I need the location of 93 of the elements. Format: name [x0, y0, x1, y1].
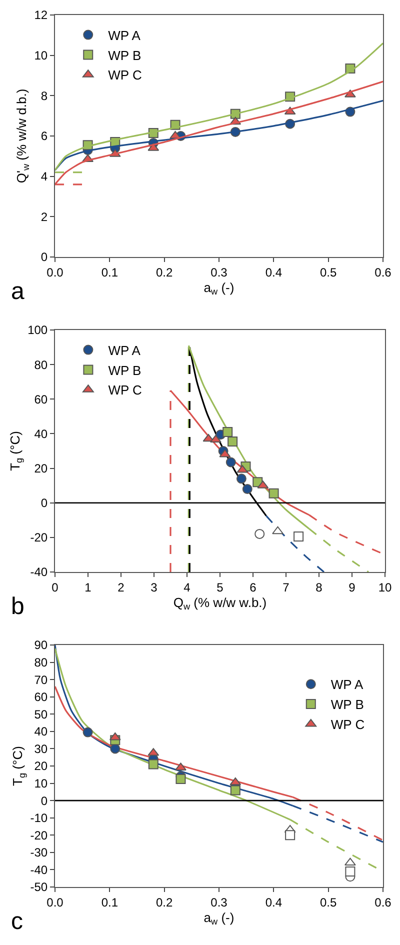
line-series [265, 515, 325, 572]
legend-label: WP B [330, 697, 364, 712]
legend-label: WP A [108, 342, 141, 358]
point [219, 449, 231, 458]
y-tick-label: 2 [40, 210, 48, 224]
point [148, 759, 158, 770]
point [109, 732, 121, 740]
legend-label: WP C [330, 717, 365, 732]
text: b [11, 593, 24, 620]
point [210, 434, 222, 443]
y-tick-label: 70 [34, 672, 48, 687]
x-tick-label: 4 [184, 580, 191, 594]
x-tick-label: 9 [348, 580, 356, 594]
y-tick-label: -40 [30, 862, 48, 877]
point [345, 866, 356, 876]
text: a [11, 278, 25, 305]
x-tick-label: 0.4 [265, 895, 282, 910]
x-tick-label: 0.1 [101, 895, 118, 910]
y-tick-label: 40 [34, 426, 48, 441]
legend-label: WP A [330, 677, 364, 692]
x-axis-title: a$_{w}$ (-) [204, 910, 234, 927]
y-tick-label: 40 [34, 724, 48, 739]
y-tick-label: 80 [34, 655, 48, 670]
y-tick-label: -30 [30, 846, 48, 860]
y-tick-label: -40 [30, 565, 48, 580]
x-tick-label: 0.6 [374, 265, 392, 280]
x-tick-label: 0 [52, 580, 59, 594]
point [110, 744, 120, 754]
x-tick-label: 0.2 [156, 265, 173, 280]
point [230, 785, 240, 796]
y-tick-label: 10 [34, 48, 48, 63]
x-tick-label: 0.3 [210, 895, 228, 910]
x-tick-label: 0.5 [320, 265, 337, 280]
y-tick-label: 90 [34, 638, 48, 652]
x-tick-label: 0.3 [210, 265, 228, 280]
point [176, 774, 186, 784]
x-tick-label: 8 [316, 580, 323, 594]
x-tick-label: 0.1 [101, 265, 118, 280]
x-tick-label: 3 [150, 580, 158, 594]
y-tick-label: 20 [34, 461, 48, 476]
point [294, 532, 304, 542]
y-tick-label: -20 [30, 530, 48, 545]
x-axis-title: a$_{w}$ (-) [204, 280, 234, 297]
legend-label: WP B [108, 48, 142, 63]
y-tick-label: -50 [30, 880, 48, 894]
point [344, 858, 356, 866]
x-tick-label: 10 [378, 580, 392, 594]
x-tick-label: 5 [216, 580, 224, 594]
point [82, 727, 93, 738]
point [236, 474, 246, 484]
y-tick-label: 8 [40, 88, 48, 103]
y-tick-label: 4 [40, 170, 48, 184]
point [226, 457, 236, 468]
x-tick-label: 2 [118, 580, 125, 594]
y-tick-label: 60 [34, 690, 48, 704]
y-tick-label: 80 [34, 358, 48, 372]
x-tick-label: 6 [250, 580, 257, 594]
point [228, 436, 238, 446]
x-tick-label: 0.4 [265, 265, 282, 280]
y-tick-label: 0 [40, 250, 48, 264]
y-tick-label: 100 [28, 323, 48, 338]
x-tick-label: 0.0 [46, 895, 64, 910]
y-tick-label: 60 [34, 392, 48, 406]
x-tick-label: 7 [282, 580, 290, 594]
point [242, 484, 252, 494]
legend-label: WP B [108, 362, 142, 378]
x-tick-label: 0.0 [46, 265, 64, 280]
y-tick-label: -10 [30, 811, 48, 826]
point [230, 777, 242, 786]
point [285, 830, 296, 840]
point [254, 528, 265, 539]
legend-label: WP A [108, 28, 141, 43]
x-tick-label: 0.5 [320, 895, 337, 910]
line-series [55, 100, 383, 172]
y-tick-label: 20 [34, 759, 48, 774]
point [268, 488, 279, 498]
y-tick-label: 50 [34, 707, 48, 722]
legend-label: WP C [108, 382, 142, 398]
y-tick-label: 30 [34, 742, 48, 756]
x-axis-title: Q$_{w}$ (% w/w w.b.) [173, 595, 267, 612]
y-tick-label: 0 [40, 496, 48, 510]
text: c [11, 908, 23, 935]
x-tick-label: 0.6 [374, 895, 392, 910]
x-tick-label: 1 [84, 580, 92, 594]
y-tick-label: 6 [40, 129, 48, 144]
y-tick-label: 10 [34, 776, 48, 790]
y-tick-label: -20 [30, 828, 48, 842]
y-tick-label: 0 [40, 794, 48, 808]
point [222, 426, 233, 437]
y-tick-label: 12 [34, 8, 48, 22]
x-tick-label: 0.2 [156, 895, 173, 910]
point [272, 526, 284, 534]
legend-label: WP C [108, 68, 142, 83]
